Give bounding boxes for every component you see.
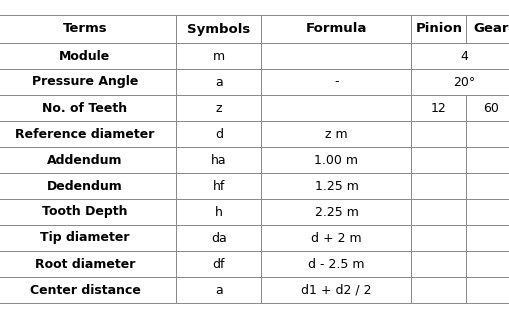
Text: d - 2.5 m: d - 2.5 m bbox=[307, 258, 364, 271]
Bar bbox=[466, 95, 509, 121]
Text: Root diameter: Root diameter bbox=[35, 258, 135, 271]
Text: Dedendum: Dedendum bbox=[47, 179, 123, 192]
Bar bbox=[466, 199, 509, 225]
Text: 12: 12 bbox=[430, 101, 446, 114]
Bar bbox=[0, 43, 176, 69]
Bar bbox=[466, 15, 509, 43]
Bar bbox=[411, 173, 466, 199]
Bar bbox=[261, 43, 411, 69]
Bar bbox=[0, 199, 176, 225]
Text: -: - bbox=[333, 75, 338, 88]
Text: h: h bbox=[215, 205, 222, 218]
Bar bbox=[0, 15, 176, 43]
Text: Pinion: Pinion bbox=[415, 23, 462, 36]
Bar bbox=[0, 69, 176, 95]
Text: ha: ha bbox=[211, 154, 227, 167]
Text: 4: 4 bbox=[459, 50, 467, 63]
Text: Tooth Depth: Tooth Depth bbox=[42, 205, 127, 218]
Bar bbox=[261, 173, 411, 199]
Bar bbox=[176, 277, 261, 303]
Text: z: z bbox=[215, 101, 222, 114]
Text: df: df bbox=[212, 258, 225, 271]
Bar bbox=[261, 69, 411, 95]
Bar bbox=[411, 69, 509, 95]
Bar bbox=[0, 121, 176, 147]
Bar bbox=[0, 95, 176, 121]
Bar bbox=[176, 69, 261, 95]
Text: Terms: Terms bbox=[63, 23, 107, 36]
Bar bbox=[411, 147, 466, 173]
Bar bbox=[176, 15, 261, 43]
Bar bbox=[261, 251, 411, 277]
Bar bbox=[176, 251, 261, 277]
Bar bbox=[0, 225, 176, 251]
Text: d + 2 m: d + 2 m bbox=[310, 232, 361, 245]
Bar bbox=[261, 95, 411, 121]
Bar bbox=[261, 121, 411, 147]
Bar bbox=[176, 147, 261, 173]
Bar bbox=[466, 147, 509, 173]
Bar bbox=[176, 225, 261, 251]
Bar bbox=[176, 199, 261, 225]
Bar bbox=[261, 225, 411, 251]
Text: Tip diameter: Tip diameter bbox=[40, 232, 129, 245]
Text: Symbols: Symbols bbox=[187, 23, 250, 36]
Bar bbox=[466, 173, 509, 199]
Text: z m: z m bbox=[325, 128, 347, 141]
Bar bbox=[176, 173, 261, 199]
Bar bbox=[411, 43, 509, 69]
Bar bbox=[466, 251, 509, 277]
Text: 20°: 20° bbox=[452, 75, 474, 88]
Bar bbox=[0, 277, 176, 303]
Text: Addendum: Addendum bbox=[47, 154, 123, 167]
Text: Center distance: Center distance bbox=[30, 284, 140, 296]
Bar bbox=[0, 251, 176, 277]
Bar bbox=[466, 225, 509, 251]
Bar bbox=[411, 277, 466, 303]
Bar bbox=[411, 121, 466, 147]
Text: da: da bbox=[211, 232, 227, 245]
Bar bbox=[261, 277, 411, 303]
Text: 60: 60 bbox=[483, 101, 498, 114]
Text: Formula: Formula bbox=[305, 23, 366, 36]
Text: 2.25 m: 2.25 m bbox=[314, 205, 358, 218]
Bar bbox=[176, 121, 261, 147]
Text: Module: Module bbox=[59, 50, 110, 63]
Text: 1.25 m: 1.25 m bbox=[314, 179, 358, 192]
Text: 1.00 m: 1.00 m bbox=[314, 154, 358, 167]
Bar bbox=[176, 95, 261, 121]
Bar bbox=[261, 199, 411, 225]
Text: m: m bbox=[213, 50, 224, 63]
Text: a: a bbox=[215, 75, 222, 88]
Text: d: d bbox=[215, 128, 222, 141]
Bar bbox=[411, 199, 466, 225]
Text: a: a bbox=[215, 284, 222, 296]
Bar bbox=[261, 15, 411, 43]
Bar bbox=[261, 147, 411, 173]
Text: Reference diameter: Reference diameter bbox=[15, 128, 154, 141]
Bar bbox=[411, 225, 466, 251]
Bar bbox=[0, 147, 176, 173]
Text: No. of Teeth: No. of Teeth bbox=[42, 101, 127, 114]
Bar bbox=[0, 173, 176, 199]
Bar bbox=[411, 15, 466, 43]
Text: Gear: Gear bbox=[473, 23, 508, 36]
Bar bbox=[411, 251, 466, 277]
Bar bbox=[466, 277, 509, 303]
Text: d1 + d2 / 2: d1 + d2 / 2 bbox=[301, 284, 371, 296]
Bar bbox=[176, 43, 261, 69]
Bar bbox=[411, 95, 466, 121]
Text: Pressure Angle: Pressure Angle bbox=[32, 75, 138, 88]
Text: hf: hf bbox=[212, 179, 225, 192]
Bar bbox=[466, 121, 509, 147]
